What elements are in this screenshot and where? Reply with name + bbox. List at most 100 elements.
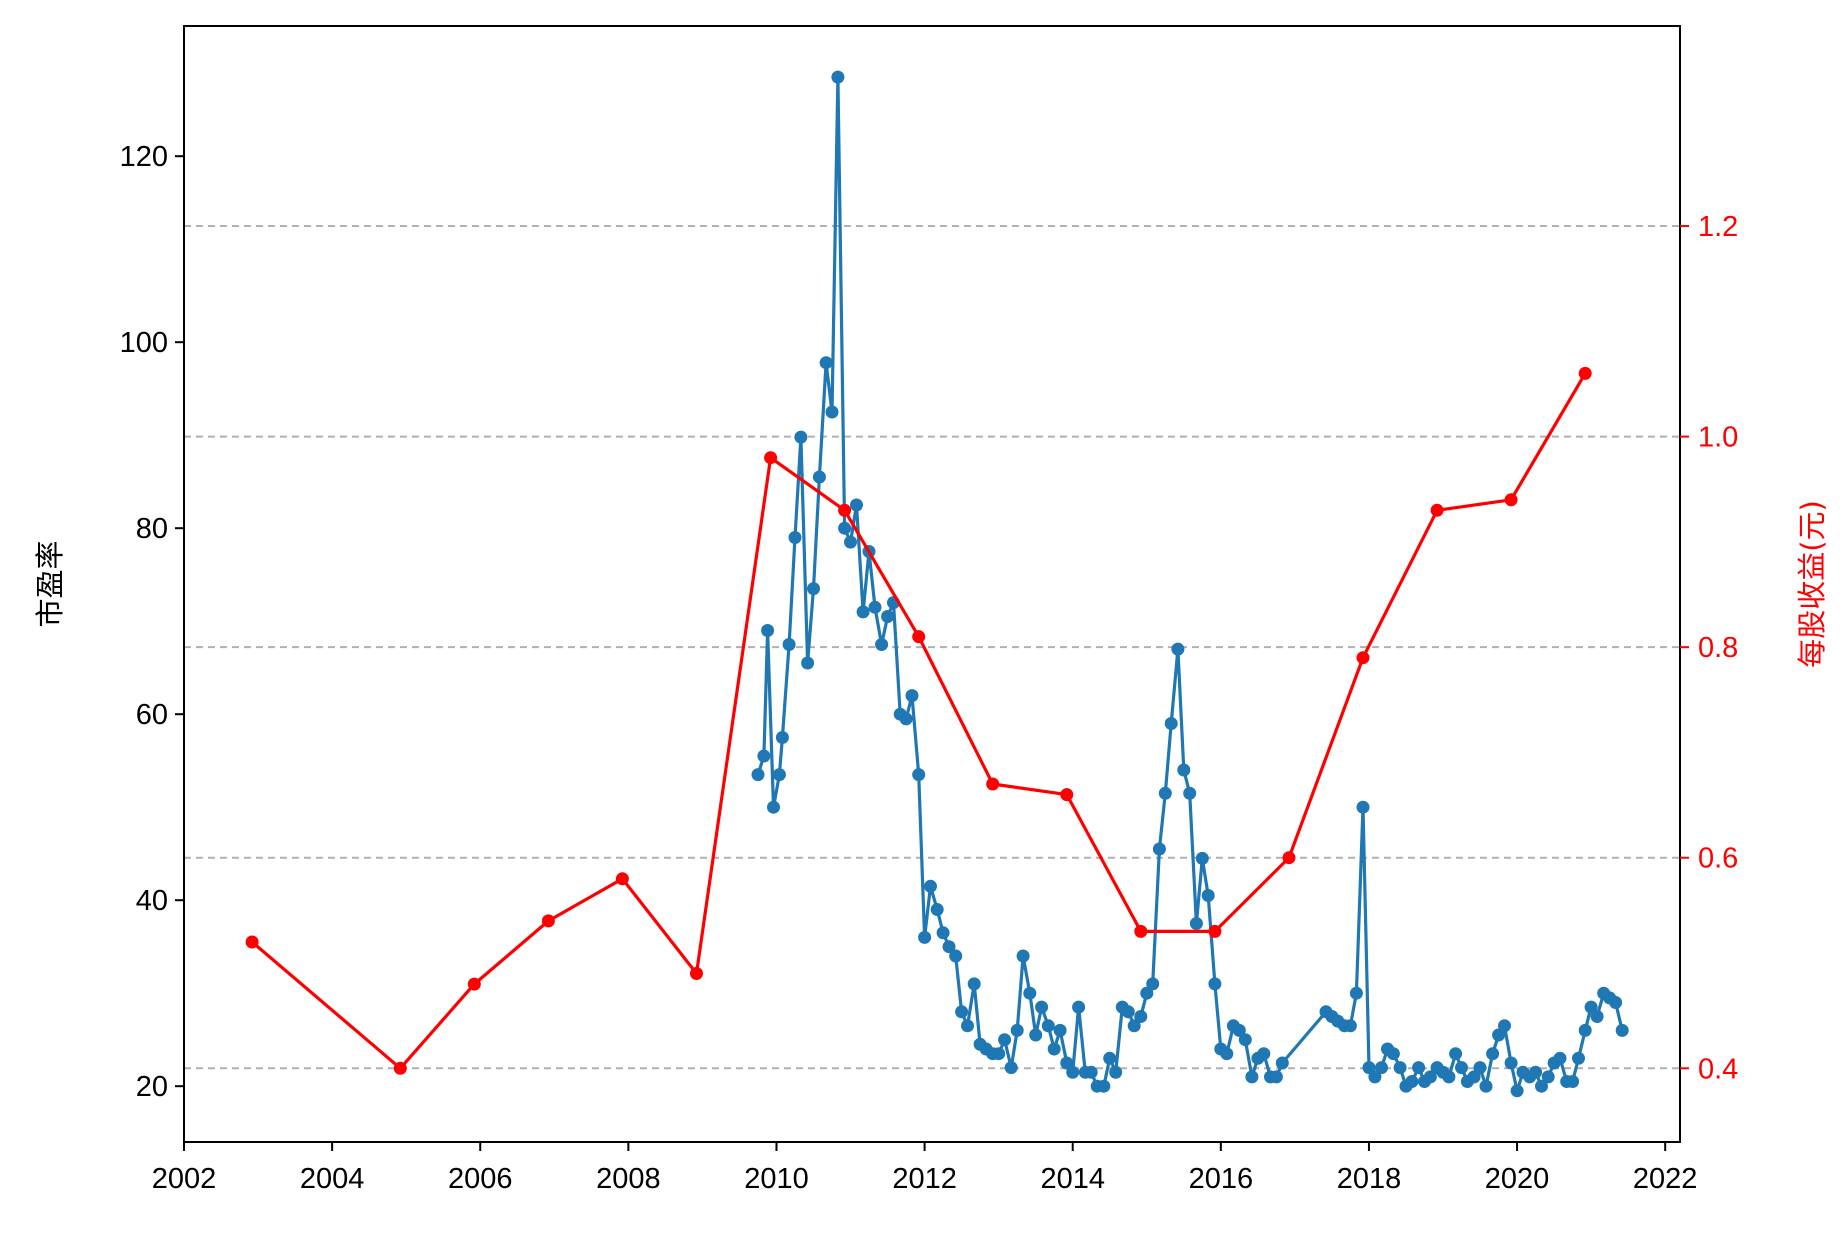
y-right-tick-label: 0.4 — [1698, 1053, 1738, 1085]
plot-frame — [183, 25, 1681, 1143]
pe-point — [1103, 1051, 1117, 1065]
pe-point — [1566, 1075, 1580, 1088]
pe-point — [930, 903, 944, 916]
pe-point — [757, 749, 771, 763]
pe-point — [807, 582, 820, 596]
eps-point — [1208, 924, 1222, 938]
pe-point — [1449, 1047, 1463, 1061]
pe-point — [924, 879, 937, 893]
pe-point — [761, 624, 775, 637]
pe-point — [955, 1005, 969, 1019]
pe-point — [949, 949, 963, 963]
eps-point — [690, 967, 703, 980]
pe-point — [998, 1033, 1012, 1047]
x-tick-label: 2014 — [1040, 1163, 1105, 1195]
pe-point — [1572, 1051, 1585, 1065]
pe-point — [1386, 1047, 1400, 1061]
eps-point — [1060, 788, 1074, 802]
pe-point — [1492, 1028, 1506, 1042]
pe-point — [1269, 1070, 1283, 1084]
y-left-tick-label: 40 — [136, 885, 168, 917]
pe-point — [1498, 1019, 1511, 1033]
pe-point — [1121, 1005, 1135, 1019]
pe-point — [782, 638, 796, 651]
x-tick-label: 2020 — [1485, 1163, 1550, 1195]
y-left-tick-label: 60 — [136, 699, 168, 731]
pe-point — [1084, 1065, 1098, 1079]
x-tick-label: 2012 — [892, 1163, 957, 1195]
pe-point — [1171, 642, 1185, 656]
eps-point — [1282, 851, 1296, 865]
pe-point — [772, 768, 786, 782]
pe-series — [751, 70, 1629, 1098]
pe-point — [875, 638, 889, 651]
pe-point — [1356, 800, 1370, 814]
pe-point — [1541, 1070, 1555, 1084]
pe-point — [1393, 1061, 1407, 1075]
pe-point — [1343, 1019, 1357, 1033]
y-right-tick-label: 1.0 — [1698, 422, 1738, 454]
x-tick-label: 2004 — [300, 1163, 365, 1195]
pe-point — [812, 470, 826, 484]
eps-point — [615, 872, 629, 886]
pe-point — [1201, 889, 1215, 902]
pe-point — [1479, 1079, 1493, 1093]
pe-point — [844, 535, 857, 549]
pe-point — [1072, 1000, 1086, 1014]
pe-point — [1177, 763, 1191, 777]
pe-point — [1590, 1010, 1604, 1023]
pe-point — [1208, 977, 1222, 991]
pe-point — [961, 1019, 974, 1033]
pe-point — [1097, 1079, 1111, 1093]
eps-point — [986, 777, 1000, 791]
pe-point — [856, 605, 870, 619]
pe-point — [1146, 977, 1160, 991]
pe-point — [942, 940, 956, 954]
y-right-tick-label: 0.6 — [1698, 843, 1738, 875]
y-left-tick-label: 20 — [136, 1071, 168, 1103]
pe-point — [881, 610, 895, 623]
eps-point — [912, 630, 926, 644]
pe-point — [1412, 1061, 1426, 1075]
pe-point — [825, 405, 839, 419]
pe-point — [1455, 1061, 1468, 1075]
pe-point — [967, 977, 981, 991]
pe-point — [1362, 1061, 1376, 1075]
pe-point — [1467, 1070, 1481, 1084]
pe-point — [1047, 1042, 1061, 1056]
pe-point — [767, 800, 780, 814]
pe-point — [1368, 1070, 1382, 1084]
pe-point — [1275, 1056, 1289, 1070]
pe-point — [1158, 786, 1172, 800]
pe-point — [1535, 1079, 1548, 1093]
pe-point — [1152, 842, 1166, 856]
x-axis: 2002 2004 2006 2008 2010 2012 2014 2016 2018 2020… — [152, 1142, 1697, 1195]
pe-point — [1442, 1070, 1456, 1084]
pe-point — [1060, 1056, 1074, 1070]
pe-point — [794, 430, 808, 444]
pe-point — [1140, 986, 1154, 1000]
y-left-tick-label: 120 — [120, 141, 168, 173]
pe-point — [992, 1047, 1006, 1061]
eps-point — [1504, 493, 1518, 507]
pe-point — [751, 768, 765, 782]
pe-point — [936, 926, 950, 940]
y-right-tick-label: 1.2 — [1698, 211, 1738, 243]
pe-point — [1245, 1070, 1259, 1084]
eps-series — [245, 366, 1592, 1075]
pe-point — [1195, 851, 1209, 865]
pe-point — [1023, 986, 1037, 1000]
pe-point — [1066, 1065, 1080, 1079]
pe-point — [1220, 1047, 1234, 1061]
eps-point — [838, 503, 852, 517]
pe-point — [1035, 1000, 1049, 1014]
pe-point — [1134, 1010, 1148, 1023]
pe-line — [756, 75, 1624, 1093]
pe-point — [912, 768, 926, 782]
pe-point — [1041, 1019, 1055, 1033]
eps-point — [245, 935, 259, 949]
pe-point — [788, 531, 802, 544]
pe-point — [1553, 1051, 1567, 1065]
pe-point — [1423, 1070, 1437, 1084]
